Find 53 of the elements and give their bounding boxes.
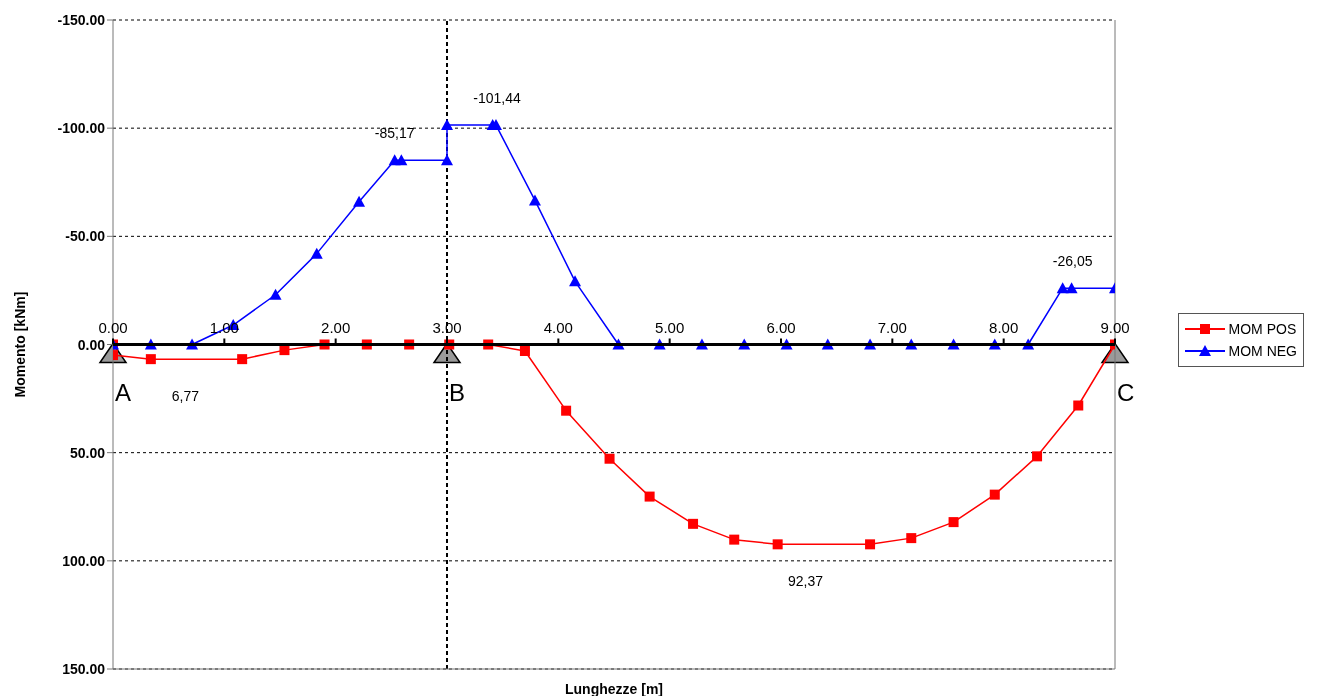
- point: [269, 288, 282, 300]
- point: [310, 247, 323, 259]
- y-tick-label: 50.00: [69, 444, 106, 461]
- x-tick-label: 8.00: [989, 318, 1019, 336]
- point: [441, 154, 453, 166]
- annotation: B: [449, 378, 466, 406]
- point: [688, 518, 699, 529]
- x-tick-label: 6.00: [766, 318, 796, 336]
- point: [644, 491, 655, 502]
- annotation: A: [115, 378, 132, 406]
- point: [561, 405, 572, 416]
- point: [528, 194, 541, 206]
- annotation: -101,44: [473, 90, 522, 107]
- annotation: -26,05: [1052, 253, 1093, 270]
- y-tick-label: -100.00: [57, 120, 106, 137]
- point: [1065, 282, 1078, 294]
- point: [604, 453, 615, 464]
- point: [279, 345, 290, 356]
- point: [237, 354, 248, 365]
- point: [519, 345, 530, 356]
- point: [569, 275, 582, 287]
- x-tick-label: 2.00: [321, 318, 351, 336]
- point: [441, 119, 453, 131]
- point: [772, 539, 783, 550]
- point: [865, 539, 876, 550]
- x-tick-label: 5.00: [655, 318, 685, 336]
- x-tick-label: 4.00: [543, 318, 573, 336]
- annotation: 92,37: [787, 573, 824, 590]
- x-tick-label: 9.00: [1100, 318, 1130, 336]
- y-tick-label: 150.00: [62, 661, 106, 677]
- point: [1032, 451, 1043, 462]
- y-tick-label: 100.00: [62, 552, 106, 569]
- point: [353, 195, 366, 207]
- annotation: C: [1117, 378, 1135, 406]
- point: [729, 534, 740, 545]
- point: [1056, 282, 1069, 294]
- point: [948, 517, 959, 528]
- legend-label: MOM POS: [1228, 321, 1297, 337]
- point: [1073, 400, 1084, 411]
- x-axis-title: Lunghezze [m]: [565, 681, 663, 697]
- x-tick-label: 0.00: [98, 318, 128, 336]
- point: [395, 154, 408, 166]
- y-tick-label: -150.00: [57, 12, 106, 28]
- legend-label: MOM NEG: [1228, 343, 1297, 359]
- annotation: -85,17: [374, 125, 415, 142]
- y-axis-title: Momento [kNm]: [11, 291, 28, 398]
- y-tick-label: 0.00: [77, 336, 106, 353]
- point: [989, 489, 1000, 500]
- x-tick-label: 7.00: [877, 318, 907, 336]
- y-tick-label: -50.00: [65, 228, 106, 245]
- point: [906, 533, 917, 544]
- point: [145, 354, 156, 365]
- annotation: 6,77: [171, 388, 200, 405]
